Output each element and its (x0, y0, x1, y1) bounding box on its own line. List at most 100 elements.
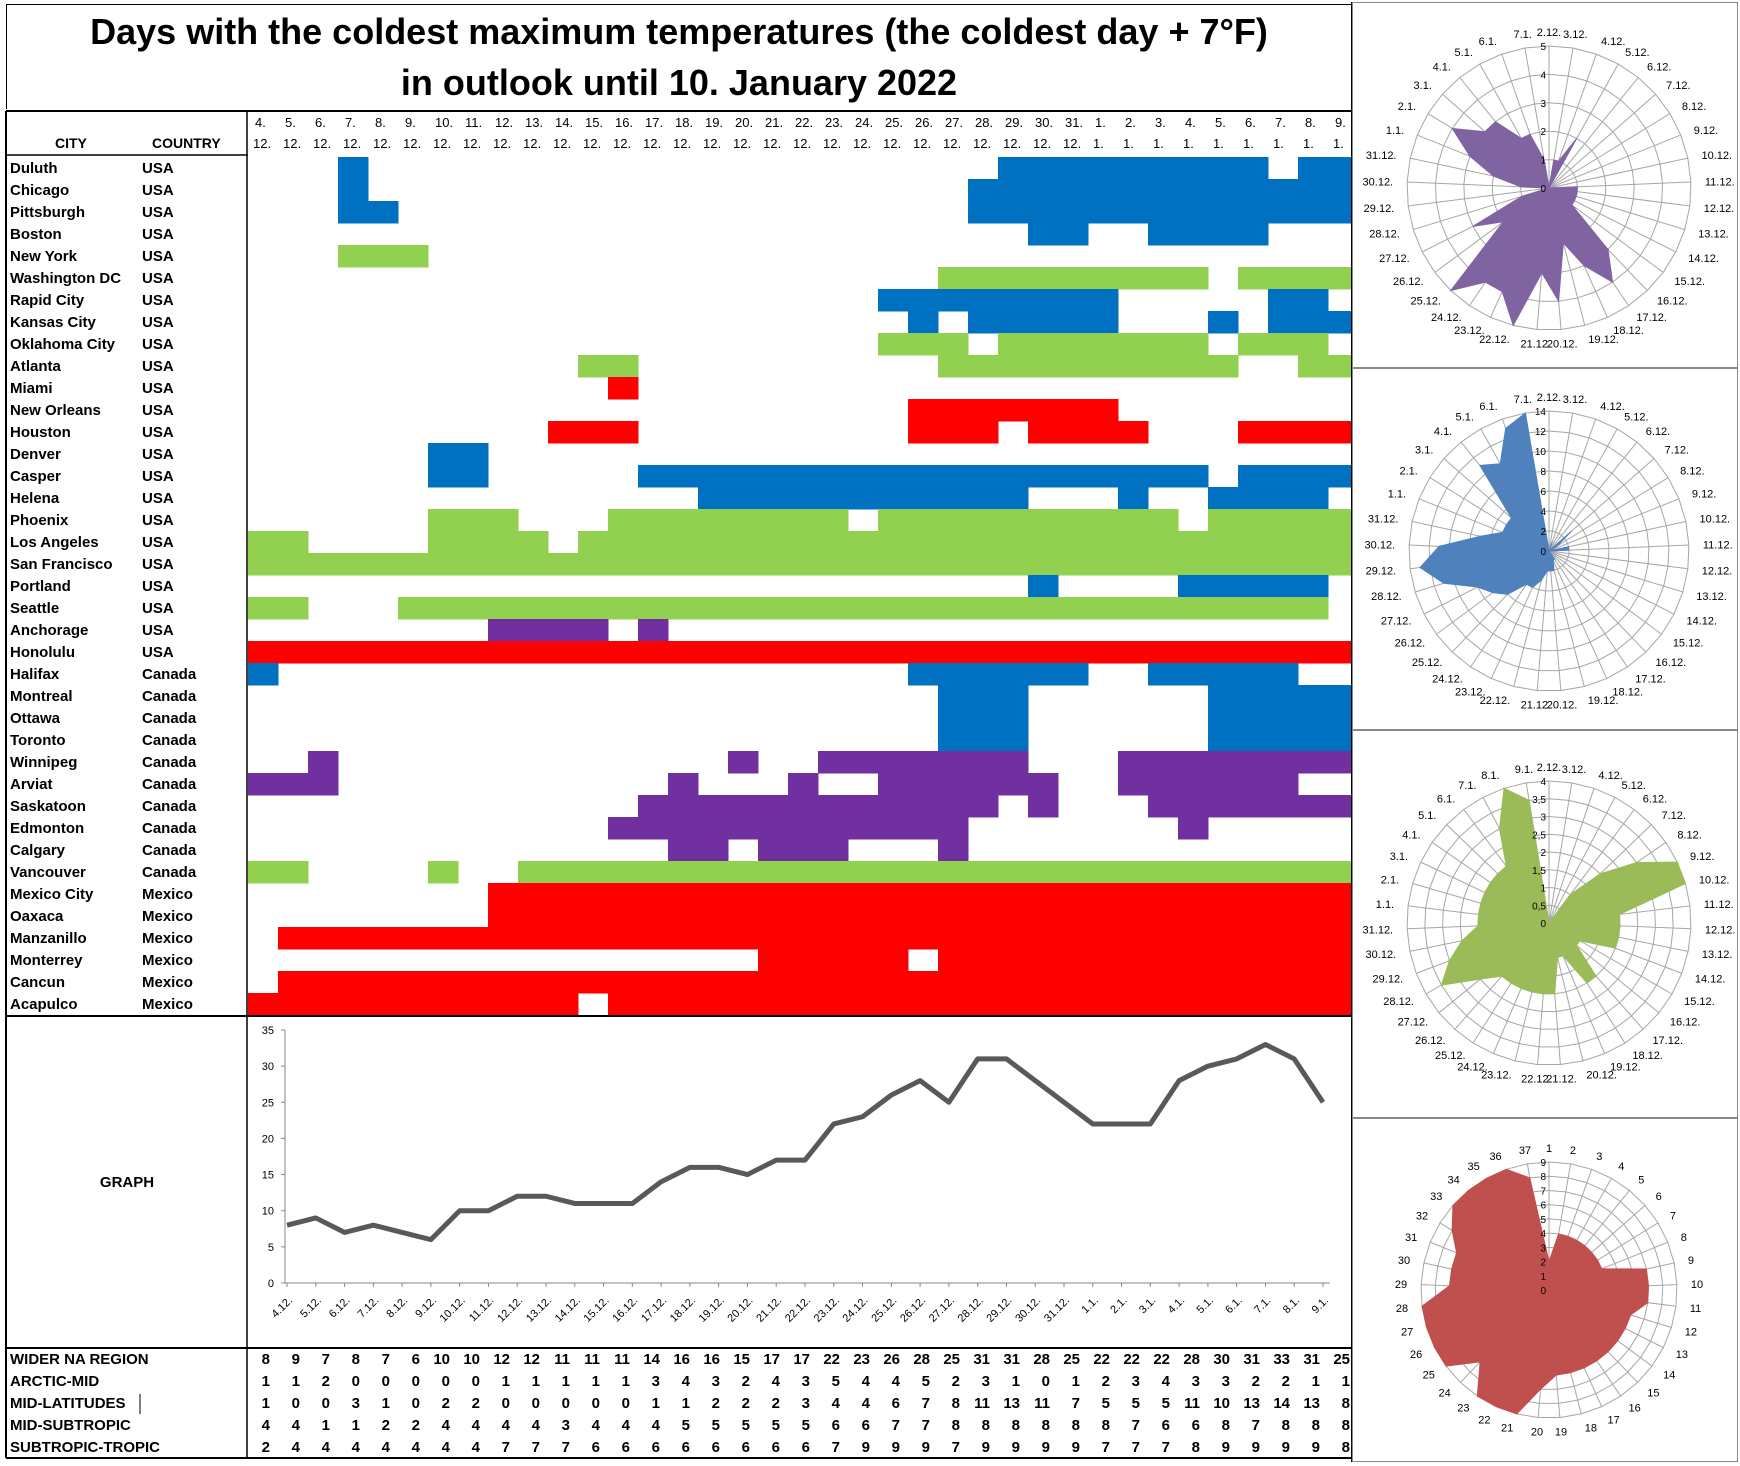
heatmap-cell (878, 751, 909, 774)
heatmap-cell (308, 971, 339, 994)
heatmap-cell (1058, 509, 1089, 532)
heatmap-cell (1208, 597, 1239, 620)
radar-category-label: 19 (1555, 1426, 1567, 1438)
heatmap-cell (998, 773, 1029, 796)
city-name: Monterrey (10, 952, 83, 969)
x-tick-label: 5.12. (298, 1295, 324, 1321)
summary-value: 0 (532, 1395, 540, 1412)
summary-value: 7 (1102, 1439, 1110, 1456)
summary-value: 4 (862, 1395, 871, 1412)
heatmap-cell (1238, 729, 1269, 752)
summary-value: 0 (322, 1395, 330, 1412)
heatmap-cell (848, 553, 879, 576)
radar-category-label: 19.12. (1588, 334, 1619, 346)
heatmap-cell (1238, 751, 1269, 774)
radar-category-label: 27 (1401, 1327, 1413, 1339)
city-name: Mexico City (10, 886, 94, 903)
heatmap-cell (1208, 641, 1239, 664)
summary-value: 8 (982, 1417, 990, 1434)
country-name: USA (142, 534, 174, 551)
heatmap-cell (368, 201, 399, 224)
radar-category-label: 13.12. (1696, 591, 1727, 603)
summary-value: 3 (1132, 1373, 1140, 1390)
country-name: USA (142, 490, 174, 507)
country-name: Mexico (142, 974, 193, 991)
heatmap-cell (1178, 663, 1209, 686)
radar-category-label: 27.12. (1398, 1017, 1429, 1029)
city-name: Boston (10, 226, 62, 243)
country-name: Mexico (142, 952, 193, 969)
heatmap-cell (1298, 641, 1329, 664)
heatmap-cell (638, 927, 669, 950)
summary-value: 31 (1003, 1351, 1020, 1368)
heatmap-cell (1238, 685, 1269, 708)
heatmap-cell (1208, 553, 1239, 576)
heatmap-cell (1298, 157, 1329, 180)
heatmap-cell (998, 597, 1029, 620)
radar-category-label: 9.12. (1690, 851, 1714, 863)
heatmap-cell (1058, 421, 1089, 444)
heatmap-cell (1178, 597, 1209, 620)
heatmap-cell (998, 905, 1029, 928)
heatmap-cell (428, 971, 459, 994)
heatmap-cell (1208, 773, 1239, 796)
summary-value: 1 (292, 1373, 300, 1390)
heatmap-cell (938, 949, 969, 972)
heatmap-cell (1088, 883, 1119, 906)
heatmap-cell (998, 531, 1029, 554)
summary-value: 6 (892, 1395, 900, 1412)
radar-category-label: 33 (1430, 1191, 1442, 1203)
heatmap-cell (488, 619, 519, 642)
heatmap-cell (1028, 883, 1059, 906)
heatmap-cell (1178, 223, 1209, 246)
country-name: USA (142, 358, 174, 375)
radar-spoke (1548, 544, 1689, 552)
country-name: USA (142, 468, 174, 485)
heatmap-cell (938, 531, 969, 554)
heatmap-cell (878, 817, 909, 840)
radar-category-label: 22.12. (1480, 695, 1511, 707)
summary-value: 1 (1312, 1373, 1320, 1390)
heatmap-cell (938, 883, 969, 906)
heatmap-cell (1088, 465, 1119, 488)
date-day-label: 19. (705, 115, 723, 130)
heatmap-cell (1118, 949, 1149, 972)
summary-value: 8 (1072, 1417, 1080, 1434)
heatmap-cell (968, 487, 999, 510)
radar-category-label: 4.1. (1434, 426, 1452, 438)
heatmap-cell (1298, 201, 1329, 224)
heatmap-cell (758, 465, 789, 488)
summary-value: 9 (1042, 1439, 1050, 1456)
summary-value: 7 (892, 1417, 900, 1434)
summary-value: 7 (832, 1439, 840, 1456)
radar-spoke (1548, 550, 1675, 615)
heatmap-cell (1298, 949, 1329, 972)
heatmap-cell (668, 839, 699, 862)
heatmap-cell (668, 509, 699, 532)
heatmap-cell (248, 597, 279, 620)
country-name: Mexico (142, 886, 193, 903)
heatmap-cell (1238, 949, 1269, 972)
radar-category-label: 2 (1570, 1145, 1576, 1157)
date-month-label: 12. (853, 136, 871, 151)
heatmap-cell (1058, 267, 1089, 290)
heatmap-cell (638, 553, 669, 576)
heatmap-cell (878, 553, 909, 576)
heatmap-cell (878, 883, 909, 906)
heatmap-cell (428, 531, 459, 554)
heatmap-cell (1268, 927, 1299, 950)
radar-category-label: 7.1. (1458, 780, 1476, 792)
summary-value: 4 (772, 1373, 781, 1390)
heatmap-cell (788, 773, 819, 796)
heatmap-cell (968, 949, 999, 972)
radar-category-label: 10.12. (1701, 150, 1732, 162)
city-name: Ottawa (10, 710, 61, 727)
heatmap-cell (1328, 883, 1352, 906)
city-name: Manzanillo (10, 930, 87, 947)
heatmap-cell (1298, 311, 1329, 334)
heatmap-cell (878, 993, 909, 1016)
heatmap-cell (278, 861, 309, 884)
radar-spoke (1548, 418, 1597, 552)
summary-value: 7 (1252, 1417, 1260, 1434)
heatmap-cell (1328, 949, 1352, 972)
